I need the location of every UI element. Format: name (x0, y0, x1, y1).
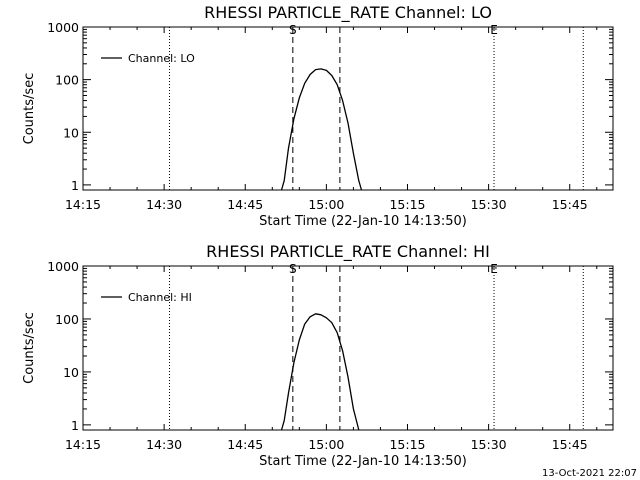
series-line-1 (280, 68, 363, 191)
plot-panel-1: RHESSI PARTICLE_RATE Channel: LOS E 14:15 1… (22, 3, 614, 229)
x-axis-label: Start Time (22-Jan-10 14:13:50) (259, 214, 467, 229)
x-tick-label: 15:45 (552, 437, 588, 452)
x-axis-label: Start Time (22-Jan-10 14:13:50) (259, 454, 467, 469)
chart-title: RHESSI PARTICLE_RATE Channel: HI (206, 242, 490, 262)
legend-label: Channel: HI (128, 291, 192, 304)
x-tick-label: 15:15 (389, 437, 425, 452)
x-tick-label: 15:00 (308, 437, 344, 452)
y-axis-label: Counts/sec (22, 73, 37, 145)
y-tick-label: 10 (63, 365, 79, 380)
time-marker-label-e: E (490, 23, 498, 37)
x-tick-label: 15:30 (471, 437, 507, 452)
x-tick-label: 14:45 (227, 197, 263, 212)
plot-panel-2: RHESSI PARTICLE_RATE Channel: HIS E 14:15 1… (22, 242, 614, 469)
x-tick-label: 15:00 (308, 197, 344, 212)
x-tick-label: 14:30 (146, 197, 182, 212)
y-tick-label: 1000 (47, 20, 79, 35)
plot-frame (82, 26, 614, 191)
time-marker-label-s: S (289, 262, 297, 276)
x-tick-label: 14:15 (65, 197, 101, 212)
x-tick-label: 15:45 (552, 197, 588, 212)
x-tick-label: 15:15 (389, 197, 425, 212)
y-tick-label: 1000 (47, 259, 79, 274)
y-axis-label: Counts/sec (22, 312, 37, 384)
plot-frame (82, 265, 614, 431)
y-tick-label: 1 (71, 418, 79, 433)
legend-label: Channel: LO (128, 52, 195, 65)
y-tick-label: 1 (71, 178, 79, 193)
x-tick-label: 14:30 (146, 437, 182, 452)
y-tick-label: 10 (63, 125, 79, 140)
x-tick-label: 15:30 (471, 197, 507, 212)
time-marker-label-e: E (490, 262, 498, 276)
y-tick-label: 100 (55, 312, 79, 327)
x-tick-label: 14:15 (65, 437, 101, 452)
time-marker-label-s: S (289, 23, 297, 37)
chart-title: RHESSI PARTICLE_RATE Channel: LO (204, 3, 492, 23)
y-tick-label: 100 (55, 73, 79, 88)
footer-timestamp: 13-Oct-2021 22:07 (542, 468, 637, 479)
x-tick-label: 14:45 (227, 437, 263, 452)
series-line-1 (280, 313, 360, 431)
